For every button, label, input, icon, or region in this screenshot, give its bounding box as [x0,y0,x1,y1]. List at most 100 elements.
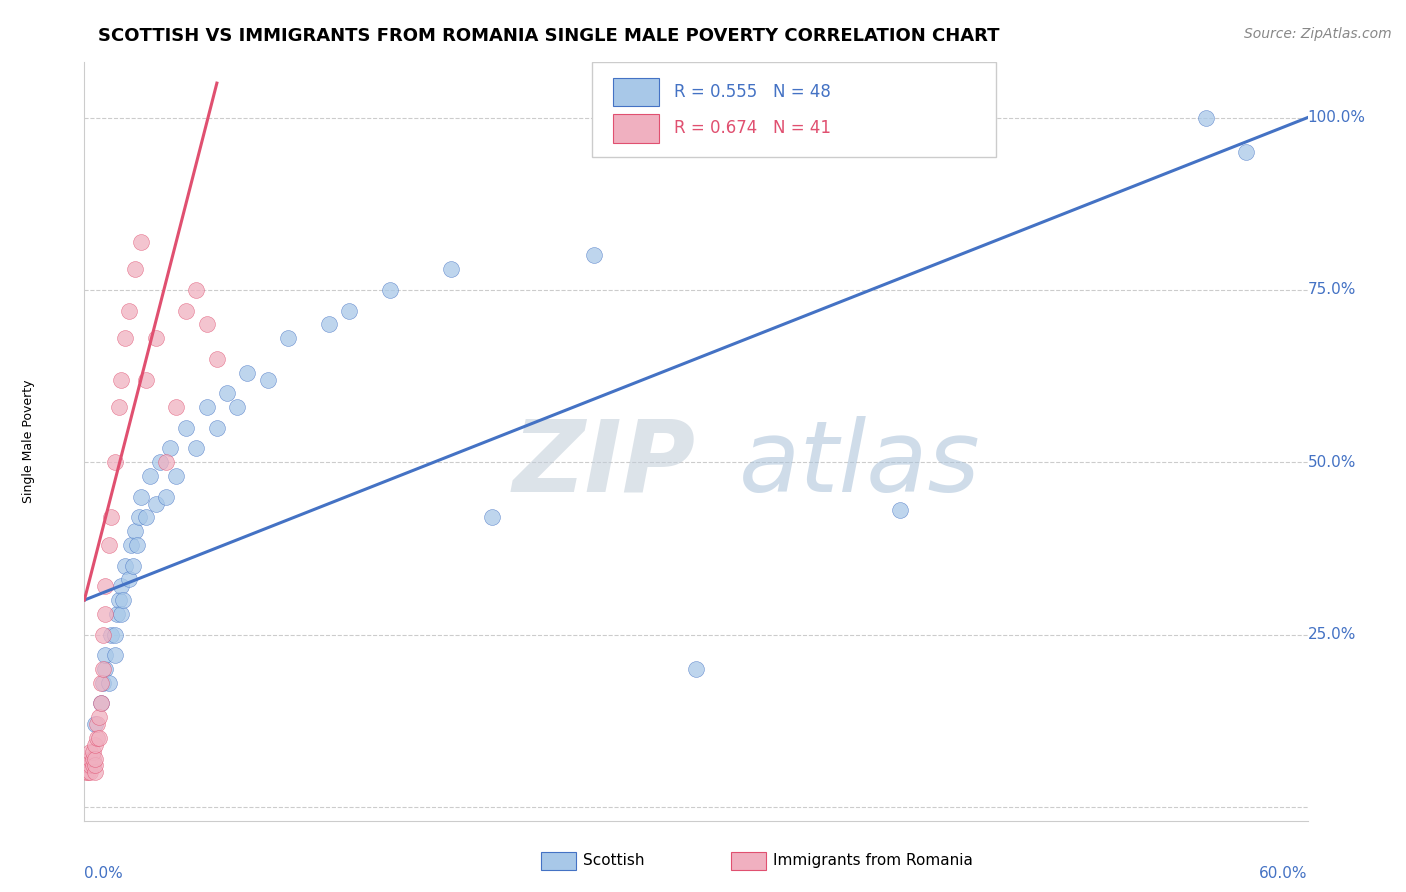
Point [165,469,187,483]
Point [82,758,104,772]
Text: 100.0%: 100.0% [1308,110,1365,125]
Point [82,751,104,765]
Point [83,717,105,731]
Point [685,662,707,676]
Point [93,648,115,663]
Point [155,490,177,504]
Point [318,318,340,332]
Text: R = 0.674   N = 41: R = 0.674 N = 41 [673,120,831,137]
Point [91,627,114,641]
Point [186,283,208,297]
Point [100,627,122,641]
Point [1195,111,1218,125]
Point [118,303,141,318]
Point [138,469,160,483]
Point [112,593,135,607]
Point [104,648,127,663]
Point [104,627,127,641]
Text: Immigrants from Romania: Immigrants from Romania [773,854,973,868]
Text: SCOTTISH VS IMMIGRANTS FROM ROMANIA SINGLE MALE POVERTY CORRELATION CHART: SCOTTISH VS IMMIGRANTS FROM ROMANIA SING… [98,27,1000,45]
Point [83,765,105,780]
Point [91,662,114,676]
Point [205,421,228,435]
Point [127,538,149,552]
Point [77,758,100,772]
Text: 0.0%: 0.0% [84,866,124,881]
Point [104,455,127,469]
Point [82,745,104,759]
Point [110,607,132,621]
Point [90,675,112,690]
Point [108,400,131,414]
Point [1236,145,1258,159]
Point [90,697,112,711]
Point [87,710,110,724]
Point [93,579,115,593]
Point [159,442,181,456]
Point [124,524,146,538]
Point [205,351,228,366]
FancyBboxPatch shape [613,114,659,143]
Point [165,400,187,414]
Point [79,765,101,780]
Point [195,318,218,332]
Point [257,372,280,386]
Point [889,503,911,517]
Point [79,745,101,759]
Point [128,510,150,524]
Point [100,510,122,524]
Point [110,372,132,386]
Point [135,510,157,524]
Text: 75.0%: 75.0% [1308,283,1355,297]
FancyBboxPatch shape [592,62,995,157]
Point [108,593,131,607]
Text: ZIP: ZIP [513,416,696,513]
FancyBboxPatch shape [613,78,659,106]
Point [97,675,120,690]
Text: 60.0%: 60.0% [1260,866,1308,881]
Point [75,765,97,780]
Point [79,758,101,772]
Point [114,331,136,345]
Point [79,751,101,765]
Point [217,386,239,401]
Point [91,675,114,690]
Point [339,303,361,318]
Point [87,731,110,745]
Point [124,262,146,277]
Point [135,372,157,386]
Point [83,751,105,765]
Text: Single Male Poverty: Single Male Poverty [22,380,35,503]
Point [90,697,112,711]
Point [195,400,218,414]
Point [77,765,100,780]
Point [86,717,108,731]
Text: 25.0%: 25.0% [1308,627,1355,642]
Point [83,758,105,772]
Point [118,573,141,587]
Point [226,400,249,414]
Point [186,442,208,456]
Text: 50.0%: 50.0% [1308,455,1355,470]
Point [277,331,299,345]
Point [114,558,136,573]
Point [122,558,145,573]
Point [131,235,153,249]
Point [120,538,142,552]
Point [174,421,197,435]
Point [105,607,128,621]
Point [440,262,463,277]
Point [481,510,503,524]
Text: Source: ZipAtlas.com: Source: ZipAtlas.com [1244,27,1392,41]
Point [380,283,402,297]
Point [83,738,105,752]
Point [86,731,108,745]
Point [236,366,259,380]
Point [97,538,120,552]
Point [93,607,115,621]
Point [93,662,115,676]
Point [110,579,132,593]
Text: R = 0.555   N = 48: R = 0.555 N = 48 [673,83,831,101]
Point [155,455,177,469]
Point [131,490,153,504]
